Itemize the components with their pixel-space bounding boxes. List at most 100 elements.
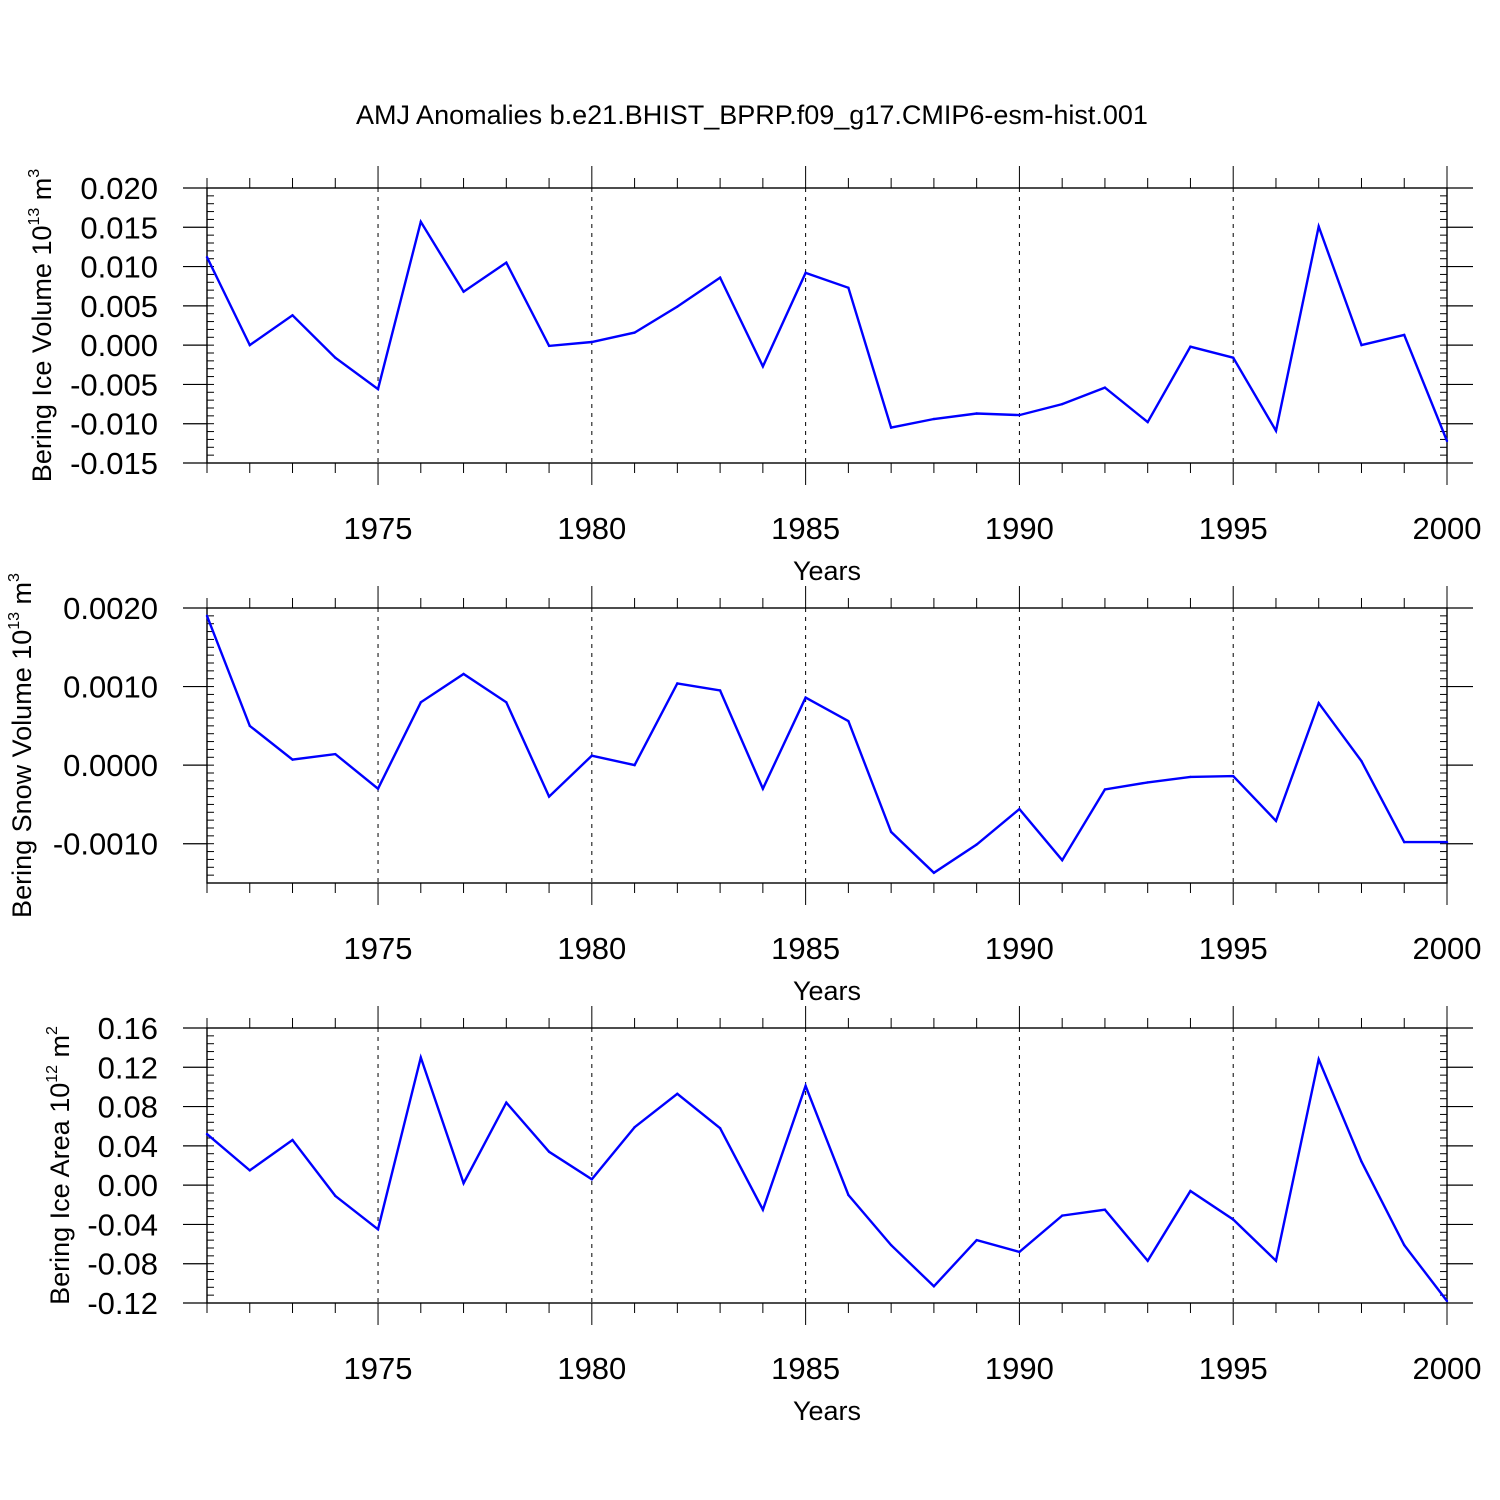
data-point [1189, 1189, 1192, 1193]
y-axis-label-exponent: 13 [26, 208, 43, 226]
data-point [376, 387, 380, 391]
data-point [505, 261, 508, 264]
x-tick-label: 1980 [557, 511, 626, 546]
data-point [248, 724, 251, 728]
data-point [1189, 345, 1192, 348]
x-tick-label: 1980 [557, 931, 626, 966]
data-point [975, 843, 978, 846]
data-point [462, 290, 465, 293]
data-point [1317, 225, 1320, 228]
data-point [419, 220, 422, 223]
data-point [1403, 840, 1406, 844]
y-axis-label-unit: m [45, 1035, 75, 1065]
y-axis-label-unit-exponent: 2 [44, 1026, 61, 1035]
data-point [1060, 402, 1064, 406]
data-point [1018, 807, 1021, 811]
data-point [1018, 1250, 1021, 1254]
data-point [1403, 333, 1406, 337]
data-point [205, 614, 209, 618]
x-tick-label: 2000 [1413, 511, 1482, 546]
x-tick-label: 1985 [771, 1351, 840, 1386]
y-tick-label: 0.0010 [63, 670, 158, 705]
y-axis-label-unit-exponent: 3 [6, 573, 23, 582]
data-point [1274, 819, 1278, 823]
data-point [1317, 701, 1320, 705]
x-tick-label: 1975 [344, 931, 413, 966]
data-point [847, 286, 850, 289]
y-tick-label: 0.020 [80, 171, 158, 206]
data-point [718, 276, 722, 279]
data-point [1232, 356, 1235, 359]
data-point [505, 1101, 508, 1104]
data-point [718, 689, 722, 692]
data-point [205, 255, 209, 259]
x-tick-label: 1990 [985, 1351, 1054, 1386]
y-tick-label: 0.12 [98, 1050, 158, 1085]
plot-frame [206, 1027, 1448, 1304]
data-point [1146, 1259, 1149, 1262]
y-tick-label: 0.0000 [63, 748, 158, 783]
data-point [1274, 1259, 1278, 1262]
data-point [847, 1193, 850, 1197]
data-point [718, 1126, 722, 1130]
y-tick-label: 0.015 [80, 210, 158, 245]
x-axis-label: Years [793, 976, 861, 1006]
data-point [1274, 429, 1278, 432]
data-point [889, 1243, 893, 1247]
data-point [590, 340, 594, 344]
y-axis-label-unit: m [27, 178, 57, 208]
data-point [248, 343, 251, 347]
data-point [889, 830, 893, 834]
data-point [462, 672, 465, 676]
data-point [975, 412, 978, 415]
data-point [633, 1125, 636, 1129]
data-point [547, 1150, 551, 1153]
x-tick-label: 1995 [1199, 1351, 1268, 1386]
panel-ice-area: -0.12 -0.08 -0.04 0.00 0.04 0.08 0.12 0.16 1975 1… [44, 1006, 1481, 1426]
data-point [505, 701, 508, 704]
x-tick-label: 1985 [771, 931, 840, 966]
data-point [676, 1092, 679, 1096]
data-point [1018, 413, 1021, 417]
data-point [291, 314, 294, 317]
x-tick-label: 2000 [1413, 1351, 1482, 1386]
data-point [975, 1238, 978, 1242]
data-point [376, 1228, 380, 1231]
panel-ice-volume: -0.015 -0.010 -0.005 0.000 0.005 0.010 0.015 0.… [26, 166, 1481, 586]
data-point [676, 682, 679, 685]
y-axis-label: Bering Ice Volume 1013 m3 [26, 169, 57, 482]
y-axis-label-exponent: 12 [44, 1065, 61, 1083]
data-point [1103, 788, 1107, 791]
data-point [633, 763, 636, 767]
x-tick-label: 1995 [1199, 931, 1268, 966]
data-point [1360, 760, 1363, 763]
data-point [1445, 840, 1449, 844]
data-point [1146, 420, 1149, 424]
data-point [761, 1208, 765, 1211]
y-tick-label: 0.010 [80, 250, 158, 285]
data-point [804, 1084, 807, 1088]
y-tick-label: -0.005 [70, 367, 158, 402]
data-point [334, 1194, 337, 1198]
y-axis-label: Bering Ice Area 1012 m2 [44, 1026, 75, 1305]
data-point [419, 1056, 422, 1059]
data-point [1403, 1243, 1406, 1247]
data-point [804, 696, 807, 699]
series-line [205, 218, 1449, 442]
y-tick-label: -0.0010 [53, 827, 158, 862]
y-tick-label: 0.04 [98, 1129, 158, 1164]
x-tick-label: 1980 [557, 1351, 626, 1386]
y-tick-label: -0.08 [87, 1247, 158, 1282]
data-point [1232, 774, 1235, 778]
data-point [590, 754, 594, 757]
data-point [676, 305, 679, 308]
data-point [889, 426, 893, 429]
y-tick-label: 0.08 [98, 1090, 158, 1125]
data-point [1317, 1058, 1320, 1061]
series-line [206, 1053, 1448, 1302]
data-point [291, 758, 294, 761]
data-point [547, 795, 551, 798]
data-point [1146, 781, 1149, 784]
data-point [547, 344, 551, 348]
x-tick-label: 1990 [985, 931, 1054, 966]
